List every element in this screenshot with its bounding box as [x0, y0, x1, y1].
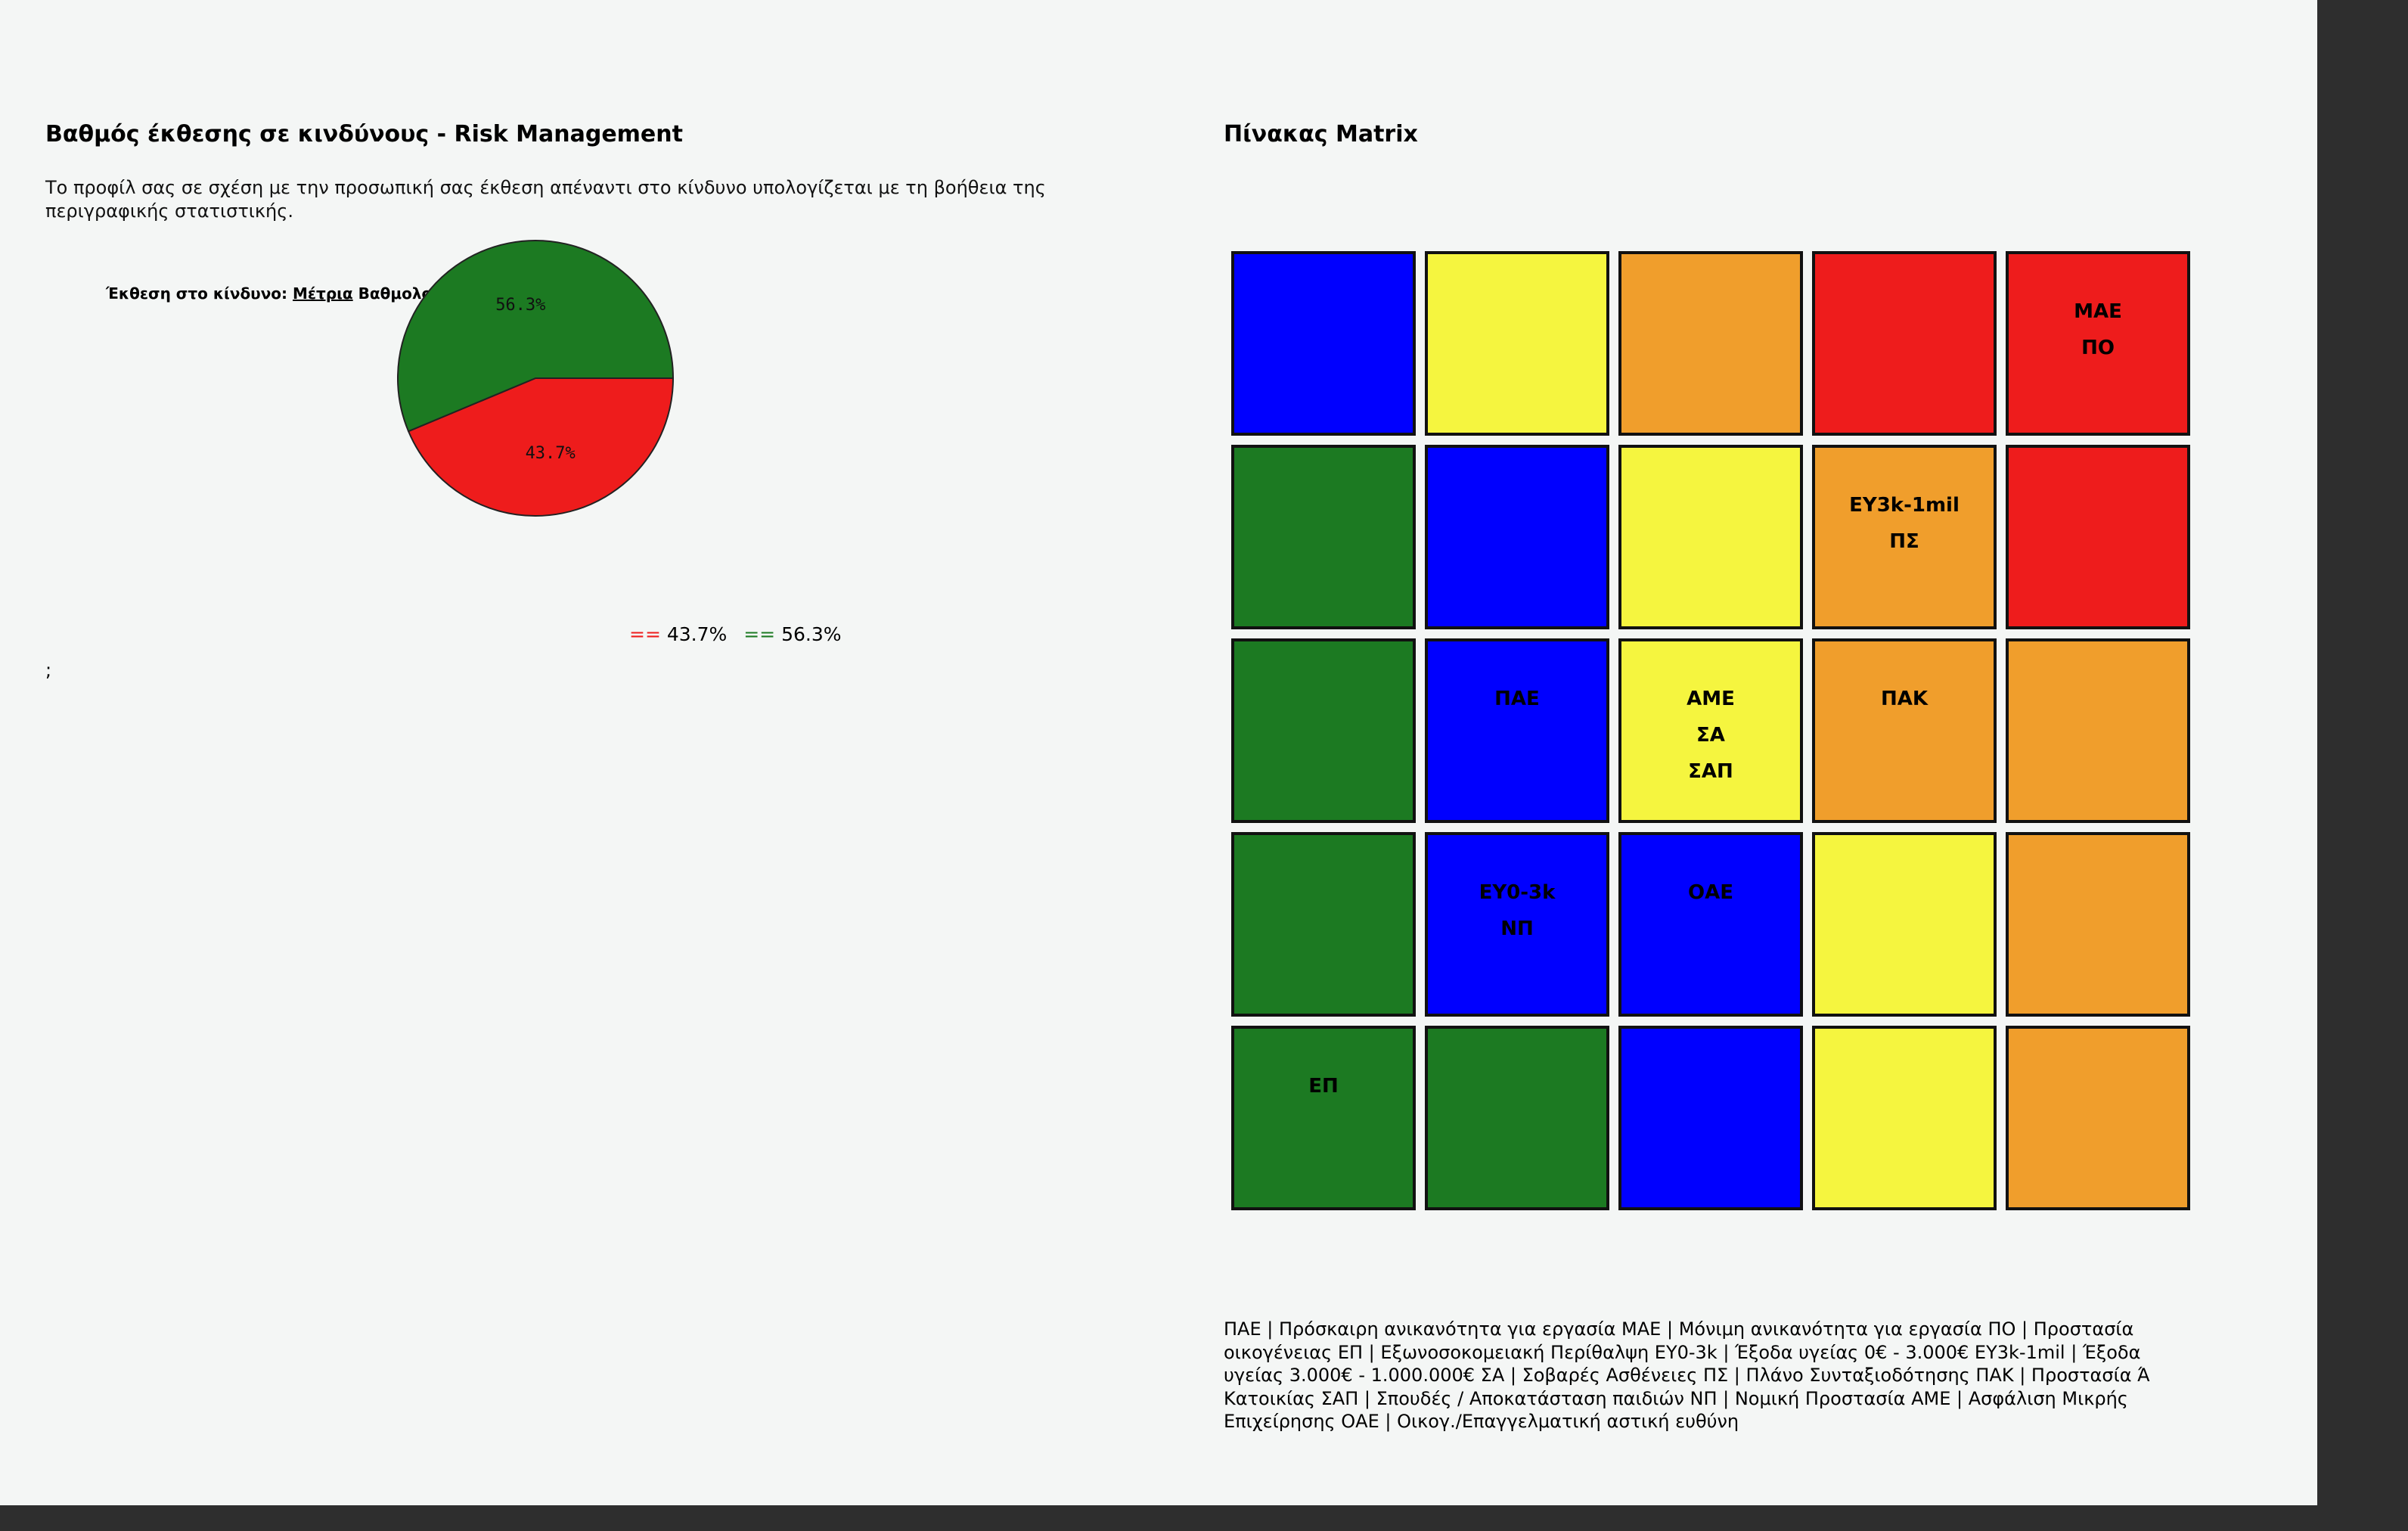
matrix-cell	[1425, 445, 1609, 629]
risk-section: Βαθμός έκθεσης σε κινδύνους - Risk Manag…	[45, 121, 1104, 681]
pie-slice	[397, 240, 675, 433]
matrix-cell: ΕΥ0-3k ΝΠ	[1425, 832, 1609, 1017]
matrix-cell-label: ΕΥ0-3k	[1479, 881, 1556, 904]
matrix-cell	[1812, 832, 1997, 1017]
legend-marker-green: ==	[743, 623, 776, 645]
pie-chart: 43.7% 56.3%	[397, 240, 675, 517]
matrix-cell-label: ΠΑΕ	[1494, 688, 1540, 710]
pie-title-prefix: Έκθεση στο κίνδυνο:	[106, 284, 293, 303]
pie-slice-label: 56.3%	[495, 296, 545, 315]
legend-text-red: 43.7%	[666, 623, 728, 645]
risk-matrix-grid: ΜΑΕ ΠΟ ΕΥ3k-1mil ΠΣ ΠΑΕ ΑΜΕ ΣΑ ΣΑΠ ΠΑΚ ΕΥ0-3k ΝΠ ΟΑ…	[1231, 251, 2190, 1210]
matrix-cell	[1618, 445, 1803, 629]
matrix-cell-label: ΠΟ	[2081, 337, 2115, 359]
matrix-cell	[1812, 1026, 1997, 1210]
matrix-cell	[2006, 1026, 2190, 1210]
matrix-cell-label: ΟΑΕ	[1688, 881, 1733, 904]
matrix-cell-label: ΕΥ3k-1mil	[1849, 494, 1960, 517]
report-page: Βαθμός έκθεσης σε κινδύνους - Risk Manag…	[0, 0, 2317, 1505]
matrix-legend-text: ΠΑΕ | Πρόσκαιρη ανικανότητα για εργασία …	[1224, 1318, 2150, 1432]
pie-slice-label: 43.7%	[526, 444, 576, 463]
matrix-cell-label: ΠΣ	[1889, 530, 1919, 553]
matrix-cell	[1618, 251, 1803, 436]
matrix-title: Πίνακας Matrix	[1224, 121, 1418, 148]
matrix-cell	[1231, 638, 1416, 823]
matrix-cell-label: ΣΑΠ	[1688, 760, 1733, 783]
matrix-cell	[1231, 251, 1416, 436]
matrix-cell-label: ΕΠ	[1308, 1075, 1339, 1098]
pie-slice	[407, 377, 675, 517]
pie-legend: == 43.7% == 56.3%	[629, 623, 842, 645]
matrix-cell-label: ΜΑΕ	[2074, 300, 2122, 323]
matrix-cell: ΕΥ3k-1mil ΠΣ	[1812, 445, 1997, 629]
matrix-cell	[1425, 251, 1609, 436]
matrix-cell-label: ΠΑΚ	[1880, 688, 1929, 710]
matrix-cell-label: ΝΠ	[1500, 918, 1534, 940]
matrix-cell	[1231, 445, 1416, 629]
pie-title-level: Μέτρια	[293, 284, 353, 303]
trailing-text: ;	[45, 660, 52, 681]
matrix-cell	[1812, 251, 1997, 436]
matrix-cell: ΕΠ	[1231, 1026, 1416, 1210]
matrix-cell: ΠΑΚ	[1812, 638, 1997, 823]
matrix-cell	[1618, 1026, 1803, 1210]
matrix-cell: ΜΑΕ ΠΟ	[2006, 251, 2190, 436]
risk-title: Βαθμός έκθεσης σε κινδύνους - Risk Manag…	[45, 121, 683, 148]
matrix-cell	[2006, 832, 2190, 1017]
matrix-cell	[2006, 445, 2190, 629]
matrix-cell: ΟΑΕ	[1618, 832, 1803, 1017]
matrix-cell	[2006, 638, 2190, 823]
matrix-cell	[1425, 1026, 1609, 1210]
matrix-section: Πίνακας Matrix	[1224, 121, 2222, 148]
legend-text-green: 56.3%	[781, 623, 842, 645]
legend-marker-red: ==	[629, 623, 661, 645]
matrix-cell-label: ΑΜΕ	[1687, 688, 1735, 710]
matrix-cell-label: ΣΑ	[1696, 724, 1725, 747]
risk-description: Το προφίλ σας σε σχέση με την προσωπική …	[45, 177, 1046, 222]
matrix-cell: ΑΜΕ ΣΑ ΣΑΠ	[1618, 638, 1803, 823]
matrix-cell: ΠΑΕ	[1425, 638, 1609, 823]
matrix-cell	[1231, 832, 1416, 1017]
